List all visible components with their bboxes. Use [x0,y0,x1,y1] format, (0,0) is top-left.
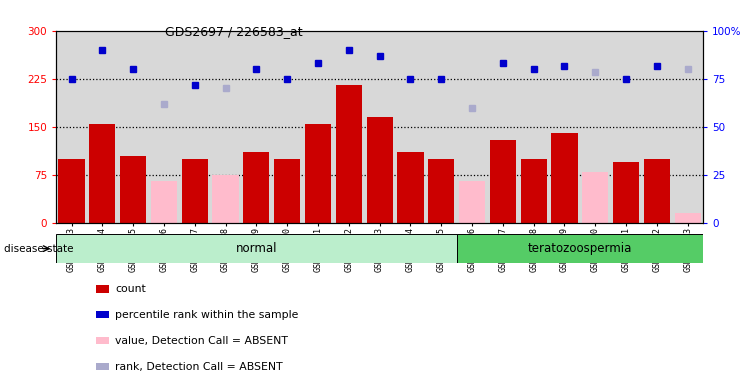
Bar [56,234,456,263]
Bar [364,31,395,223]
Text: teratozoospermia: teratozoospermia [527,242,632,255]
Bar [182,159,208,223]
Bar [551,133,577,223]
Text: disease state: disease state [4,243,73,254]
Bar [336,85,362,223]
Bar [459,181,485,223]
Text: normal: normal [236,242,277,255]
Bar [367,117,393,223]
Bar [212,175,239,223]
Bar [675,213,701,223]
Bar [272,31,303,223]
Text: value, Detection Call = ABSENT: value, Detection Call = ABSENT [115,336,288,346]
Bar [180,31,210,223]
Bar [243,152,269,223]
Text: percentile rank within the sample: percentile rank within the sample [115,310,298,320]
Bar [456,31,488,223]
Bar [303,31,334,223]
Bar [642,31,672,223]
Bar [241,31,272,223]
Bar [334,31,364,223]
Bar [610,31,642,223]
Bar [613,162,640,223]
Bar [518,31,549,223]
Bar [644,159,670,223]
Bar [305,124,331,223]
Bar [274,159,300,223]
Bar [89,124,115,223]
Bar [87,31,117,223]
Bar [456,234,703,263]
Bar [490,139,516,223]
Bar [397,152,423,223]
Text: GDS2697 / 226583_at: GDS2697 / 226583_at [165,25,302,38]
Bar [117,31,149,223]
Bar [580,31,610,223]
Bar [151,181,177,223]
Bar [582,172,608,223]
Bar [96,337,109,344]
Bar [488,31,518,223]
Bar [549,31,580,223]
Bar [521,159,547,223]
Bar [96,311,109,318]
Text: rank, Detection Call = ABSENT: rank, Detection Call = ABSENT [115,362,283,372]
Bar [395,31,426,223]
Bar [428,159,454,223]
Text: count: count [115,284,146,294]
Bar [426,31,456,223]
Bar [96,285,109,293]
Bar [210,31,241,223]
Bar [672,31,703,223]
Bar [149,31,180,223]
Bar [96,363,109,370]
Bar [56,31,87,223]
Bar [58,159,85,223]
Bar [120,156,146,223]
